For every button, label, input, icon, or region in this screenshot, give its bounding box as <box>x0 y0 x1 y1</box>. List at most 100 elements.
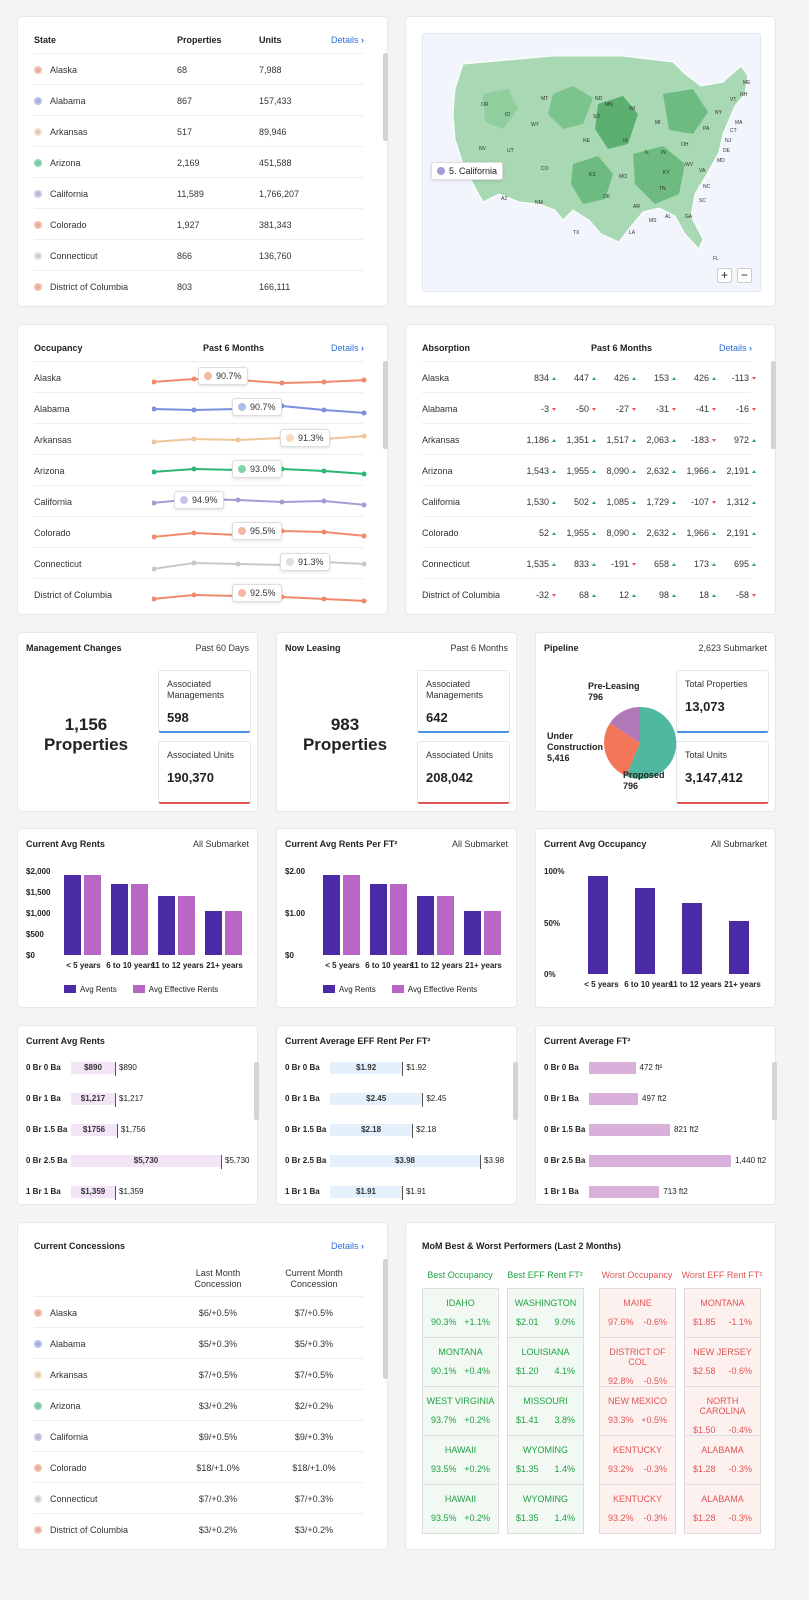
avg-occupancy-bar[interactable] <box>588 875 608 974</box>
concession-row[interactable]: Connecticut $7/+0.3% $7/+0.3% <box>34 1482 363 1513</box>
sparkline-point[interactable] <box>235 437 241 443</box>
h-bar-row[interactable]: 0 Br 1 Ba $2.45 $2.45 <box>285 1093 510 1107</box>
performer-card[interactable]: WYOMING $1.35 1.4% <box>507 1484 584 1534</box>
h-bar-row[interactable]: 0 Br 1.5 Ba $1756 $1,756 <box>26 1124 251 1138</box>
avg-rent-bar[interactable] <box>417 896 434 955</box>
h-bar-row[interactable]: 0 Br 1.5 Ba 821 ft2 <box>544 1124 769 1136</box>
performer-card[interactable]: WYOMING $1.35 1.4% <box>507 1435 584 1485</box>
concession-row[interactable]: California $9/+0.5% $9/+0.3% <box>34 1420 363 1451</box>
absorption-row[interactable]: Alaska 834 447 426 153 426 -113 <box>422 361 751 392</box>
state-row[interactable]: Alabama 867 157,433 <box>34 84 363 115</box>
avg-effective-rent-bar[interactable] <box>484 911 501 955</box>
avg-rent-bar[interactable] <box>323 874 340 955</box>
avg-occupancy-bar[interactable] <box>635 887 655 974</box>
h-bar[interactable]: $1,217 <box>71 1093 115 1105</box>
zoom-out-button[interactable]: − <box>737 268 752 283</box>
avg-effective-rent-bar[interactable] <box>343 874 360 955</box>
occupancy-scrollbar[interactable] <box>383 361 388 449</box>
h-bar-row[interactable]: 0 Br 1.5 Ba $2.18 $2.18 <box>285 1124 510 1138</box>
sparkline-point[interactable] <box>191 530 197 536</box>
avg-effective-rent-bar[interactable] <box>437 896 454 955</box>
sparkline-point[interactable] <box>152 566 157 572</box>
sparkline-point[interactable] <box>321 468 327 474</box>
avg-rent-bar[interactable] <box>370 884 387 955</box>
absorption-row[interactable]: District of Columbia -32 68 12 98 18 -58 <box>422 578 751 609</box>
h-bar[interactable]: $890 <box>71 1062 115 1074</box>
performer-card[interactable]: NORTH CAROLINA $1.50 -0.4% <box>684 1386 761 1436</box>
h-bar-row[interactable]: 0 Br 0 Ba $1.92 $1.92 <box>285 1062 510 1076</box>
sparkline-point[interactable] <box>152 500 157 506</box>
performer-card[interactable]: KENTUCKY 93.2% -0.3% <box>599 1484 676 1534</box>
sparkline-point[interactable] <box>361 471 367 477</box>
sparkline-point[interactable] <box>235 561 241 567</box>
occupancy-row[interactable]: Alaska 90.7% <box>34 361 367 392</box>
state-row[interactable]: Connecticut 866 136,760 <box>34 239 363 270</box>
h-bar[interactable]: $1,359 <box>71 1186 115 1198</box>
map-panel[interactable]: OR ID MT WY ND SD MN WI MI NE IA IL IN OH PA NY VT NH ME MA… <box>422 33 761 292</box>
absorption-row[interactable]: Alabama -3 -50 -27 -31 -41 -16 <box>422 392 751 423</box>
zoom-in-button[interactable]: + <box>717 268 732 283</box>
performer-card[interactable]: MONTANA $1.85 -1.1% <box>684 1288 761 1338</box>
avg-occupancy-bar[interactable] <box>729 920 749 974</box>
pie-slice-proposed[interactable] <box>626 706 677 779</box>
absorption-row[interactable]: California 1,530 502 1,085 1,729 -107 1,312 <box>422 485 751 516</box>
h-bar[interactable] <box>589 1155 731 1167</box>
h-bar[interactable]: $1.91 <box>330 1186 402 1198</box>
sparkline-point[interactable] <box>191 560 197 566</box>
legend-item[interactable]: Avg Rents <box>64 985 117 994</box>
h-bar[interactable]: $3.98 <box>330 1155 480 1167</box>
sparkline-point[interactable] <box>321 407 327 413</box>
performer-card[interactable]: WASHINGTON $2.01 9.0% <box>507 1288 584 1338</box>
avg-effective-rent-bar[interactable] <box>225 911 242 955</box>
concession-row[interactable]: District of Columbia $3/+0.2% $3/+0.2% <box>34 1513 363 1544</box>
h-bar-row[interactable]: 0 Br 2.5 Ba $5,730 $5,730 <box>26 1155 251 1169</box>
avg-rent-bar[interactable] <box>64 874 81 955</box>
sparkline-point[interactable] <box>279 499 285 505</box>
performer-card[interactable]: MISSOURI $1.41 3.8% <box>507 1386 584 1436</box>
absorption-row[interactable]: Arkansas 1,186 1,351 1,517 2,063 -183 972 <box>422 423 751 454</box>
h-bar[interactable] <box>589 1062 636 1074</box>
state-row[interactable]: California 11,589 1,766,207 <box>34 177 363 208</box>
state-row[interactable]: Colorado 1,927 381,343 <box>34 208 363 239</box>
avg-rent-bar[interactable] <box>205 911 222 955</box>
h-bar-row[interactable]: 1 Br 1 Ba $1,359 $1,359 <box>26 1186 251 1200</box>
h-eff-rent-scrollbar[interactable] <box>513 1062 518 1120</box>
absorption-details-link[interactable]: Details <box>719 343 752 353</box>
state-scrollbar[interactable] <box>383 53 388 141</box>
h-bar-row[interactable]: 0 Br 1 Ba $1,217 $1,217 <box>26 1093 251 1107</box>
absorption-scrollbar[interactable] <box>771 361 776 449</box>
h-bar-row[interactable]: 0 Br 0 Ba $890 $890 <box>26 1062 251 1076</box>
sparkline-point[interactable] <box>191 466 197 472</box>
avg-effective-rent-bar[interactable] <box>131 884 148 955</box>
h-bar[interactable]: $2.45 <box>330 1093 423 1105</box>
concession-row[interactable]: Alaska $6/+0.5% $7/+0.5% <box>34 1296 363 1327</box>
performer-card[interactable]: MONTANA 90.1% +0.4% <box>422 1337 499 1387</box>
sparkline-point[interactable] <box>152 596 157 602</box>
sparkline-point[interactable] <box>191 376 197 382</box>
sparkline-point[interactable] <box>191 592 197 598</box>
state-details-link[interactable]: Details <box>331 35 364 45</box>
occupancy-row[interactable]: District of Columbia 92.5% <box>34 578 367 609</box>
concessions-details-link[interactable]: Details <box>331 1241 364 1251</box>
sparkline-point[interactable] <box>361 410 367 416</box>
avg-occupancy-bar[interactable] <box>682 902 702 974</box>
h-bar[interactable] <box>589 1186 660 1198</box>
h-bar-row[interactable]: 0 Br 2.5 Ba 1,440 ft2 <box>544 1155 769 1167</box>
performer-card[interactable]: NEW JERSEY $2.58 -0.6% <box>684 1337 761 1387</box>
sparkline-point[interactable] <box>152 406 157 412</box>
sparkline-point[interactable] <box>361 433 367 439</box>
sparkline-point[interactable] <box>152 439 157 445</box>
sparkline-point[interactable] <box>321 379 327 385</box>
sparkline-point[interactable] <box>152 469 157 475</box>
avg-effective-rent-bar[interactable] <box>178 896 195 955</box>
h-bar-row[interactable]: 0 Br 2.5 Ba $3.98 $3.98 <box>285 1155 510 1169</box>
absorption-row[interactable]: Colorado 52 1,955 8,090 2,632 1,966 2,191 <box>422 516 751 547</box>
h-bar[interactable]: $1.92 <box>330 1062 403 1074</box>
avg-effective-rent-bar[interactable] <box>390 884 407 955</box>
pie-slice-pre-leasing[interactable] <box>610 706 640 743</box>
sparkline-point[interactable] <box>321 498 327 504</box>
sparkline-point[interactable] <box>235 497 241 503</box>
occupancy-row[interactable]: Colorado 95.5% <box>34 516 367 547</box>
sparkline-point[interactable] <box>279 380 285 386</box>
avg-rent-bar[interactable] <box>111 884 128 955</box>
